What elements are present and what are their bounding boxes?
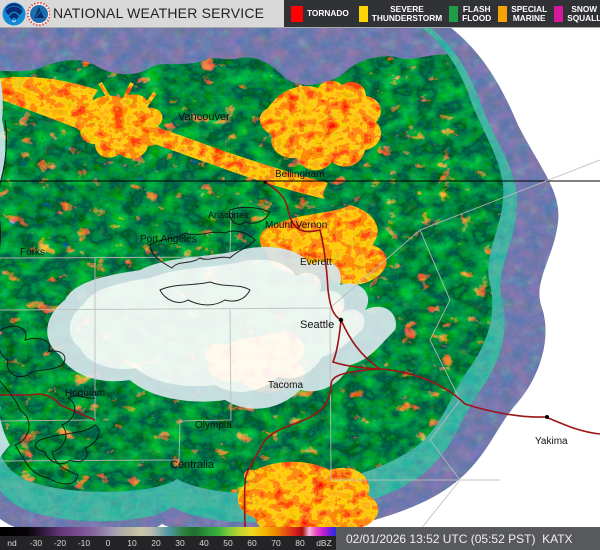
svg-text:Vancouver: Vancouver <box>178 111 230 123</box>
svg-text:Forks: Forks <box>20 247 45 258</box>
svg-text:Mount Vernon: Mount Vernon <box>265 220 327 231</box>
svg-text:Everett: Everett <box>300 257 332 268</box>
svg-text:Olympia: Olympia <box>195 420 232 431</box>
svg-text:Yakima: Yakima <box>535 436 568 447</box>
svg-text:Centralia: Centralia <box>170 459 215 471</box>
svg-text:Port Angeles: Port Angeles <box>140 234 197 245</box>
svg-text:Anacortes: Anacortes <box>208 210 249 220</box>
svg-text:Hoquiam: Hoquiam <box>65 388 105 399</box>
svg-text:Tacoma: Tacoma <box>268 380 303 391</box>
svg-text:Seattle: Seattle <box>300 319 334 331</box>
svg-text:Bellingham: Bellingham <box>275 169 324 180</box>
